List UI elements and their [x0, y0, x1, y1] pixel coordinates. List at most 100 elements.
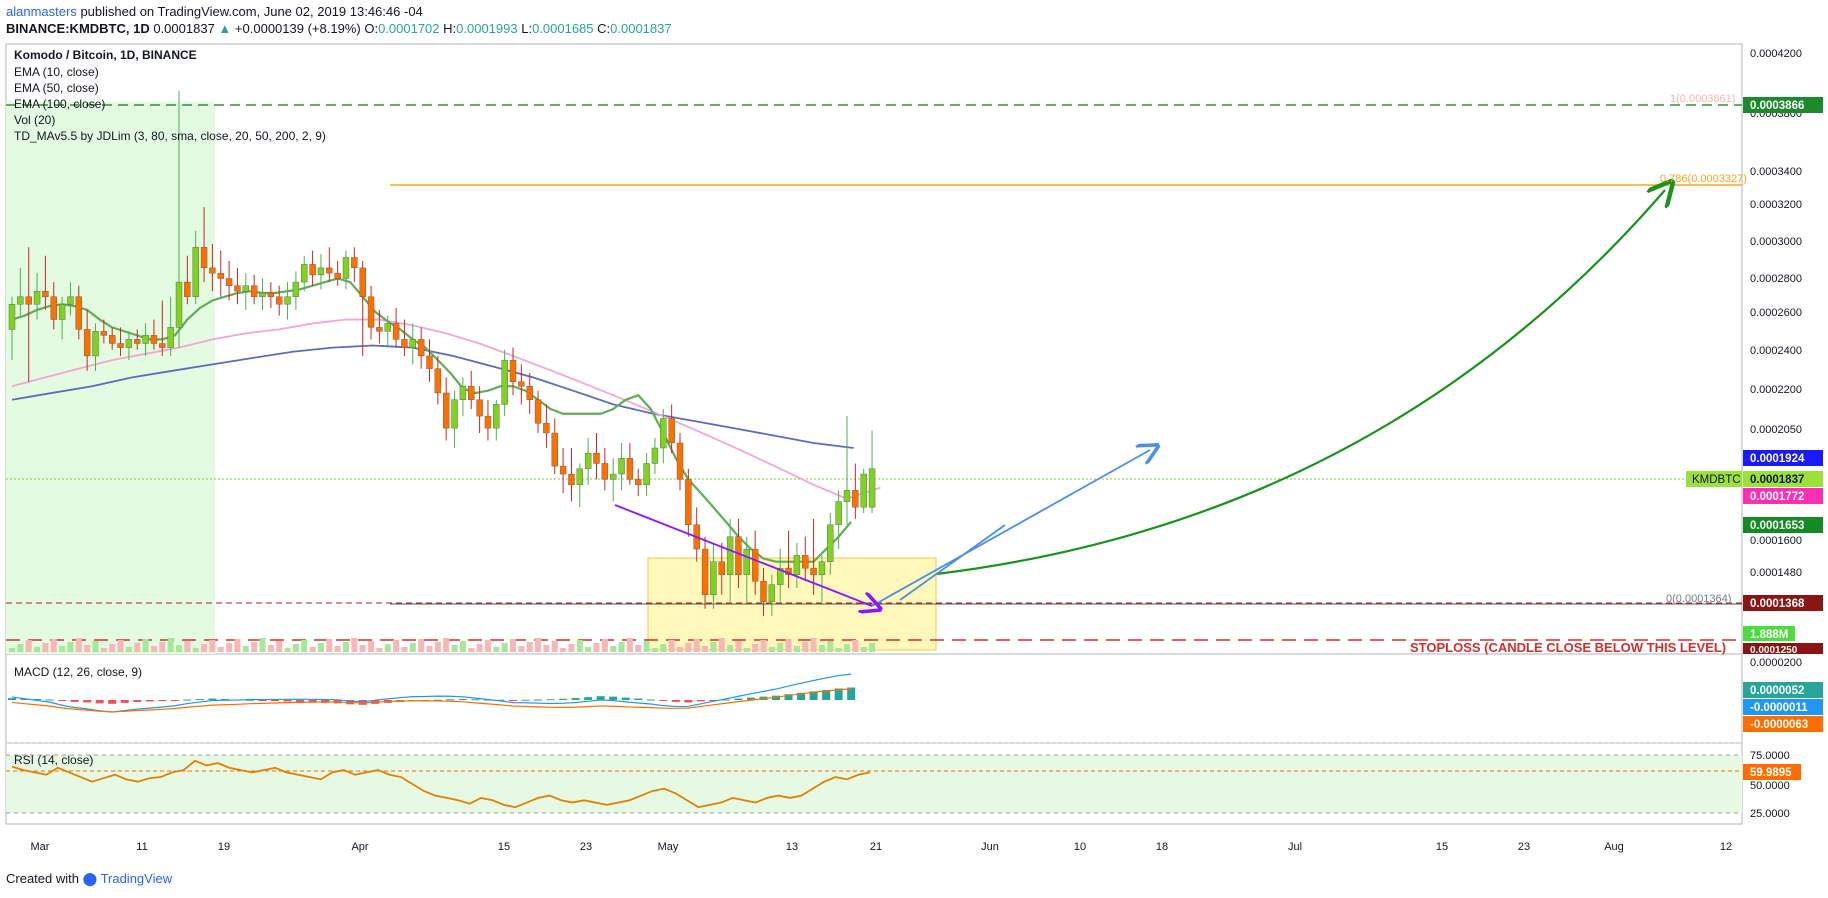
candle-body [668, 418, 675, 444]
volume-bar [543, 645, 550, 652]
badge-ema100: 0.0001924 [1750, 453, 1805, 465]
volume-bar [50, 639, 57, 652]
time-tick: 13 [786, 841, 798, 853]
time-tick: 18 [1156, 841, 1168, 853]
time-tick: May [658, 841, 679, 853]
volume-bar [150, 646, 157, 652]
volume-bar [167, 638, 174, 652]
candle-body [493, 404, 500, 429]
time-tick: 23 [1518, 841, 1530, 853]
macd-line [11, 673, 852, 713]
volume-bar [117, 640, 124, 652]
volume-bar [309, 647, 316, 652]
trading-chart[interactable]: Komodo / Bitcoin, 1D, BINANCE EMA (10, c… [0, 40, 1828, 870]
volume-bar [618, 642, 625, 652]
volume-bar [176, 645, 182, 652]
volume-bar [401, 647, 408, 652]
time-tick: Apr [351, 841, 368, 853]
candle-body [159, 343, 166, 348]
stoploss-label: STOPLOSS (CANDLE CLOSE BELOW THIS LEVEL) [1410, 640, 1726, 655]
low-value: 0.0001685 [532, 21, 594, 36]
volume-bar [351, 638, 358, 652]
candle-body [434, 368, 442, 394]
up-arrow-icon: ▲ [218, 21, 232, 36]
downtrend-arrow [614, 504, 872, 606]
volume-bar [251, 642, 258, 652]
candle-body [743, 548, 750, 575]
candle-body [701, 548, 709, 596]
time-tick: Jun [981, 841, 999, 853]
candle-body [810, 567, 817, 575]
legend-td: TD_MAv5.5 by JDLim (3, 80, sma, close, 2… [14, 129, 326, 143]
candle-body [451, 399, 458, 429]
candle-body [476, 399, 483, 417]
macd-hist-bar [433, 699, 442, 701]
volume-bar [25, 640, 32, 652]
candle-body [25, 296, 32, 305]
volume-bar [267, 645, 274, 652]
time-tick: Jul [1288, 841, 1302, 853]
candle-body [576, 468, 583, 486]
candle-body [802, 555, 809, 569]
candle-body [651, 447, 659, 464]
volume-bar [677, 647, 683, 652]
trend-line-2 [899, 524, 1006, 601]
time-tick: Aug [1604, 841, 1624, 853]
legend-ema100: EMA (100, close) [14, 97, 105, 111]
volume-bar [292, 644, 299, 652]
author-link[interactable]: alanmasters [6, 4, 77, 19]
candle-body [309, 264, 316, 276]
macd-hist-bar [33, 699, 42, 701]
candle-body [509, 359, 517, 382]
candle-body [225, 278, 233, 286]
candle-body [384, 323, 391, 332]
volume-bar [785, 639, 792, 652]
volume-bar [735, 641, 742, 652]
candle-body [443, 392, 450, 429]
price-tick: 0.0002200 [1750, 384, 1802, 396]
volume-bar [384, 644, 391, 652]
volume-bar [434, 642, 441, 652]
volume-bar [17, 644, 24, 652]
macd-hist-bar [784, 694, 793, 700]
macd-hist-bar [534, 699, 543, 701]
candle-body [234, 285, 241, 292]
volume-bar [718, 638, 725, 652]
badge-last: 0.0001837 [1750, 474, 1804, 486]
candle-body [660, 418, 667, 449]
volume-bar [42, 643, 49, 652]
badge-volume: 1.888M [1750, 629, 1788, 641]
volume-bar [568, 644, 575, 652]
candle-body [58, 304, 66, 320]
volume-bar [343, 642, 349, 652]
volume-bar [284, 648, 291, 652]
candle-body [134, 339, 141, 344]
footer: Created with ⬤ TradingView [6, 871, 172, 887]
macd-hist-bar [245, 699, 254, 701]
fib-0-label: 0(0.0001364) [1666, 593, 1731, 605]
macd-hist-bar [584, 697, 593, 700]
volume-bar [134, 643, 141, 652]
macd-badges: 0.0000052 -0.0000011 -0.0000063 [1743, 682, 1823, 732]
candle-body [317, 267, 325, 276]
badge-ema10: 0.0001653 [1750, 520, 1804, 532]
volume-bar [802, 642, 809, 652]
time-tick: 23 [580, 841, 592, 853]
volume-bar [84, 645, 91, 652]
volume-bar [368, 641, 375, 652]
volume-bar [418, 639, 425, 652]
close-value: 0.0001837 [610, 21, 672, 36]
volume-bar [409, 643, 416, 652]
macd-hist-bar [509, 700, 517, 701]
candle-body [468, 386, 475, 400]
macd-hist-bar [158, 700, 167, 701]
candle-body [852, 490, 859, 508]
high-value: 0.0001993 [456, 21, 518, 36]
candle-body [284, 296, 291, 305]
tradingview-link[interactable]: TradingView [100, 871, 173, 886]
candle-body [618, 458, 625, 475]
macd-hist-bar [220, 699, 229, 701]
volume-bar [852, 640, 859, 652]
candle-body [392, 323, 400, 340]
candle-body [175, 281, 183, 328]
